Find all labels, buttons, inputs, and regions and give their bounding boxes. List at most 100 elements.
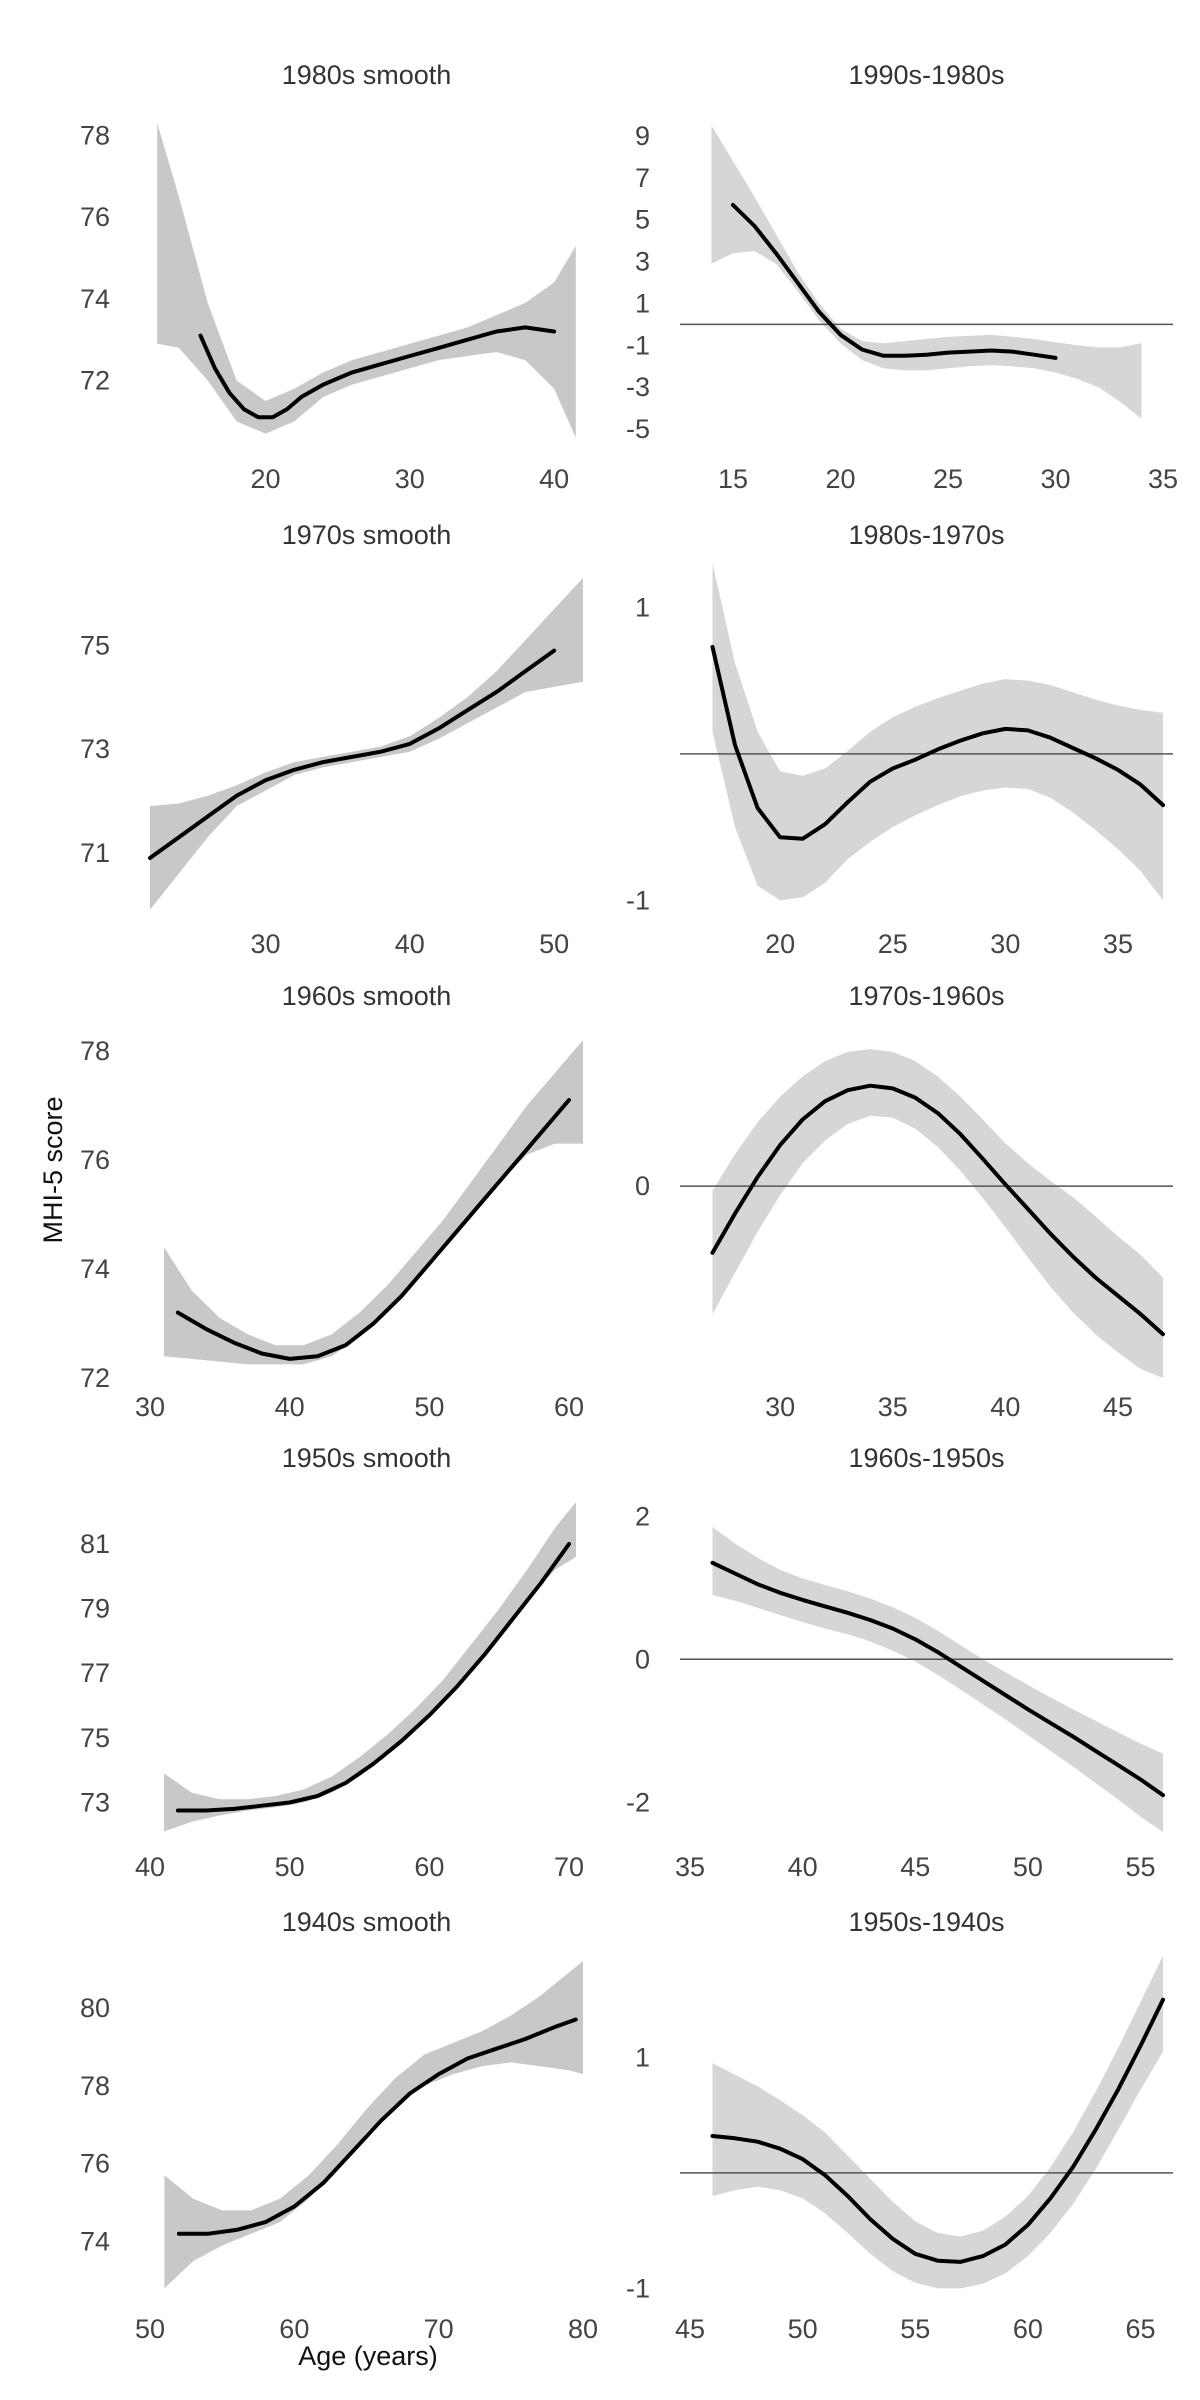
confidence-band (164, 1502, 576, 1832)
x-tick-label: 55 (1125, 1852, 1155, 1882)
y-tick-label: -2 (626, 1787, 650, 1817)
x-tick-label: 30 (135, 1392, 165, 1422)
y-tick-label: 1 (635, 592, 650, 622)
x-tick-label: 30 (1040, 464, 1070, 494)
panel-1970s-1960s: 1970s-1960s 30 35 40 45 0 (635, 981, 1173, 1422)
panel-title: 1970s smooth (282, 520, 452, 550)
x-tick-label: 20 (825, 464, 855, 494)
x-tick-label: 45 (900, 1852, 930, 1882)
confidence-band (164, 1961, 583, 2289)
smooth-curve (198, 325, 557, 420)
y-tick-label: 1 (635, 288, 650, 318)
confidence-band (712, 563, 1163, 901)
x-tick-label: 80 (568, 2314, 598, 2344)
panel-title: 1990s-1980s (848, 60, 1004, 90)
x-tick-label: 35 (878, 1392, 908, 1422)
x-tick-label: 50 (539, 929, 569, 959)
y-tick-label: -1 (626, 330, 650, 360)
x-tick-label: 60 (554, 1392, 584, 1422)
x-tick-label: 60 (414, 1852, 444, 1882)
y-tick-label: 80 (80, 1993, 110, 2023)
panel-title: 1940s smooth (282, 1907, 452, 1937)
y-tick-label: 5 (635, 205, 650, 235)
y-tick-label: 9 (635, 121, 650, 151)
x-tick-label: 20 (765, 929, 795, 959)
y-tick-label: 74 (80, 1254, 110, 1284)
x-tick-label: 20 (250, 464, 280, 494)
confidence-band (712, 1527, 1163, 1833)
x-tick-label: 30 (765, 1392, 795, 1422)
x-tick-label: 30 (990, 929, 1020, 959)
x-tick-label: 50 (788, 2314, 818, 2344)
x-tick-label: 25 (878, 929, 908, 959)
x-tick-label: 70 (554, 1852, 584, 1882)
x-tick-label: 65 (1125, 2314, 1155, 2344)
y-tick-label: 81 (80, 1529, 110, 1559)
panel-1960s-smooth: 1960s smooth 30 40 50 60 72 74 76 78 (80, 981, 584, 1422)
x-tick-label: 55 (900, 2314, 930, 2344)
y-tick-label: 78 (80, 2071, 110, 2101)
y-tick-label: 76 (80, 1145, 110, 1175)
x-tick-label: 40 (990, 1392, 1020, 1422)
y-tick-label: 74 (80, 2227, 110, 2257)
y-tick-label: 78 (80, 120, 110, 150)
smooth-curve (731, 203, 1058, 360)
confidence-band (711, 125, 1142, 419)
y-tick-label: 74 (80, 284, 110, 314)
y-tick-label: -3 (626, 372, 650, 402)
confidence-band (712, 1049, 1163, 1378)
x-tick-label: 35 (1148, 464, 1178, 494)
y-tick-label: 77 (80, 1658, 110, 1688)
panel-1970s-smooth: 1970s smooth 30 40 50 71 73 75 (80, 520, 583, 959)
y-axis-label: MHI-5 score (38, 1096, 68, 1243)
confidence-band (164, 1040, 583, 1365)
panel-title: 1970s-1960s (848, 981, 1004, 1011)
y-tick-label: 7 (635, 163, 650, 193)
panel-title: 1980s-1970s (848, 520, 1004, 550)
smooth-curve (148, 648, 557, 860)
x-tick-label: 50 (414, 1392, 444, 1422)
y-tick-label: 72 (80, 366, 110, 396)
y-tick-label: 76 (80, 202, 110, 232)
x-tick-label: 50 (135, 2314, 165, 2344)
x-tick-label: 40 (395, 929, 425, 959)
smooth-curve (710, 1083, 1165, 1337)
x-tick-label: 40 (539, 464, 569, 494)
y-tick-label: 75 (80, 1723, 110, 1753)
x-tick-label: 70 (424, 2314, 454, 2344)
y-tick-label: 73 (80, 734, 110, 764)
y-tick-label: -1 (626, 2273, 650, 2303)
x-tick-label: 60 (279, 2314, 309, 2344)
panel-1950s-1940s: 1950s-1940s 45 50 55 60 65 -1 1 (626, 1907, 1173, 2344)
smooth-curve (175, 1542, 571, 1813)
y-tick-label: -1 (626, 885, 650, 915)
x-tick-label: 50 (1013, 1852, 1043, 1882)
panel-1980s-1970s: 1980s-1970s 20 25 30 35 -1 1 (626, 520, 1173, 959)
panel-title: 1950s-1940s (848, 1907, 1004, 1937)
x-tick-label: 40 (275, 1392, 305, 1422)
x-tick-label: 45 (675, 2314, 705, 2344)
x-axis-label: Age (years) (298, 2341, 438, 2371)
y-tick-label: -5 (626, 414, 650, 444)
smooth-curve (176, 2017, 578, 2236)
smooth-curve (710, 644, 1165, 841)
y-tick-label: 3 (635, 247, 650, 277)
y-tick-label: 78 (80, 1036, 110, 1066)
y-tick-label: 75 (80, 630, 110, 660)
panel-1960s-1950s: 1960s-1950s 35 40 45 50 55 -2 0 2 (626, 1443, 1173, 1882)
x-tick-label: 15 (718, 464, 748, 494)
x-tick-label: 35 (675, 1852, 705, 1882)
panel-1980s-smooth: 1980s smooth 20 30 40 72 74 76 78 (80, 60, 576, 494)
y-tick-label: 79 (80, 1594, 110, 1624)
panel-title: 1960s-1950s (848, 1443, 1004, 1473)
x-tick-label: 50 (275, 1852, 305, 1882)
y-tick-label: 73 (80, 1787, 110, 1817)
x-tick-label: 30 (395, 464, 425, 494)
x-tick-label: 40 (788, 1852, 818, 1882)
y-tick-label: 2 (635, 1501, 650, 1531)
panel-title: 1950s smooth (282, 1443, 452, 1473)
y-tick-label: 0 (635, 1171, 650, 1201)
panel-1940s-smooth: 1940s smooth 50 60 70 80 74 76 78 80 (80, 1907, 598, 2344)
x-tick-label: 30 (250, 929, 280, 959)
